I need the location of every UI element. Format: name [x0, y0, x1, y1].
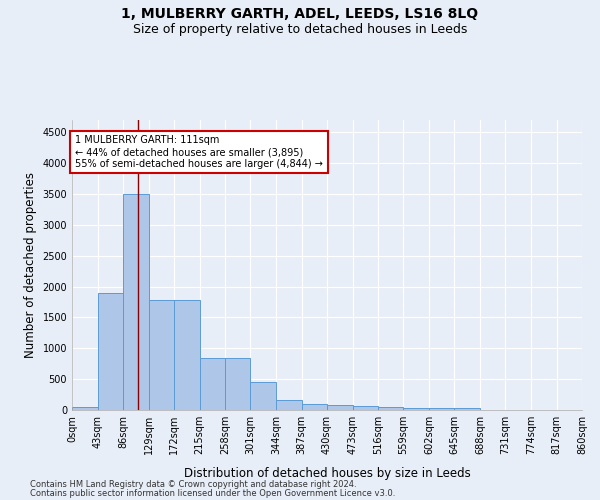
Text: Contains public sector information licensed under the Open Government Licence v3: Contains public sector information licen…	[30, 488, 395, 498]
Text: 1, MULBERRY GARTH, ADEL, LEEDS, LS16 8LQ: 1, MULBERRY GARTH, ADEL, LEEDS, LS16 8LQ	[121, 8, 479, 22]
Text: Contains HM Land Registry data © Crown copyright and database right 2024.: Contains HM Land Registry data © Crown c…	[30, 480, 356, 489]
Text: Size of property relative to detached houses in Leeds: Size of property relative to detached ho…	[133, 22, 467, 36]
Bar	[276, 400, 302, 410]
Text: 1 MULBERRY GARTH: 111sqm
← 44% of detached houses are smaller (3,895)
55% of sem: 1 MULBERRY GARTH: 111sqm ← 44% of detach…	[75, 136, 323, 168]
Text: Distribution of detached houses by size in Leeds: Distribution of detached houses by size …	[184, 467, 470, 480]
Bar	[353, 406, 378, 410]
Bar	[455, 408, 480, 410]
Bar	[149, 300, 174, 410]
Bar	[72, 407, 97, 410]
Bar	[199, 358, 225, 410]
Bar	[403, 408, 429, 410]
Bar	[251, 382, 276, 410]
Bar	[123, 194, 149, 410]
Bar	[429, 408, 455, 410]
Bar	[302, 404, 327, 410]
Bar	[225, 358, 251, 410]
Y-axis label: Number of detached properties: Number of detached properties	[24, 172, 37, 358]
Bar	[174, 300, 199, 410]
Bar	[97, 293, 123, 410]
Bar	[378, 407, 403, 410]
Bar	[327, 406, 353, 410]
